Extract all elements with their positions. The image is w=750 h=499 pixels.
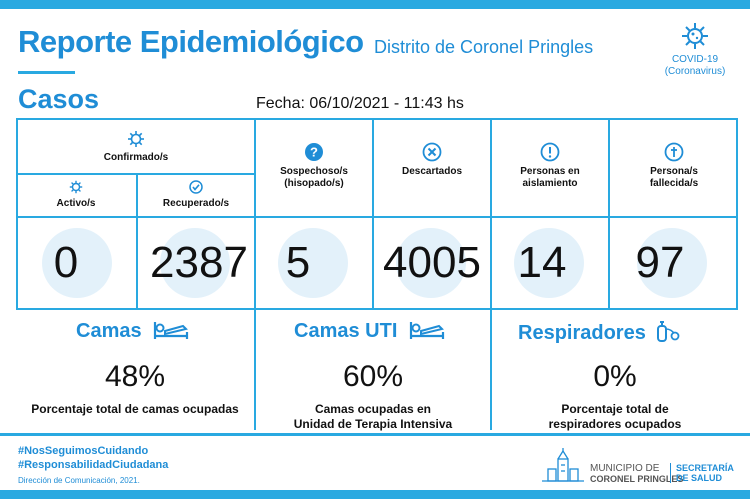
camas-uti-desc2: Unidad de Terapia Intensiva: [293, 417, 453, 431]
question-icon: ?: [305, 143, 323, 161]
grid-divider: [490, 118, 492, 310]
secretaria-line1: SECRETARÍA: [676, 463, 734, 473]
casos-title: Casos: [18, 84, 100, 114]
descartados-header: Descartados: [374, 142, 490, 178]
respiradores-desc: Porcentaje total de respiradores ocupado…: [492, 402, 738, 432]
activos-header: Activo/s: [16, 180, 136, 210]
cases-grid: [16, 118, 738, 310]
alert-icon: [540, 142, 560, 162]
recuperados-value: 2387: [150, 238, 248, 287]
cross-icon: [664, 142, 684, 162]
activos-label: Activo/s: [56, 198, 96, 209]
grid-divider: [16, 216, 738, 218]
aislamiento-value: 14: [517, 238, 567, 287]
recuperados-header: Recuperado/s: [136, 180, 256, 210]
oxygen-tank-icon: [657, 321, 680, 342]
bed-icon: [409, 322, 445, 339]
grid-divider: [608, 118, 610, 310]
title-underline: [18, 71, 75, 74]
top-accent-bar: [0, 0, 750, 9]
camas-section: Camas: [76, 319, 189, 343]
section-divider: [490, 310, 492, 430]
descartados-label: Descartados: [401, 166, 463, 177]
alert-watermark-icon: [514, 228, 584, 298]
confirmados-label: Confirmado/s: [103, 152, 169, 163]
grid-divider: [16, 173, 256, 175]
cross-watermark-icon: [637, 228, 707, 298]
aislamiento-label1: Personas en: [520, 166, 580, 177]
sospechosos-label2: (hisopado/s): [284, 178, 344, 189]
muni-line1: MUNICIPIO DE: [590, 463, 660, 474]
bottom-accent-bar: [0, 490, 750, 499]
municipality-logo-icon: [542, 448, 584, 482]
credits: Dirección de Comunicación, 2021.: [18, 476, 140, 485]
svg-text:?: ?: [310, 145, 318, 160]
activos-value: 0: [53, 238, 79, 287]
respiradores-title: Respiradores: [518, 322, 646, 344]
camas-value: 48%: [104, 360, 166, 393]
virus-icon: [682, 23, 708, 49]
footer-divider: [0, 433, 750, 436]
camas-uti-desc1: Camas ocupadas en: [314, 402, 432, 416]
sospechosos-header: ? Sospechoso/s (hisopado/s): [256, 142, 372, 190]
section-divider: [254, 310, 256, 430]
secretaria-line2: DE SALUD: [676, 473, 723, 483]
check-watermark-icon: [160, 228, 230, 298]
sospechosos-label1: Sospechoso/s: [280, 166, 348, 177]
grid-divider: [254, 118, 256, 310]
fallecidos-label1: Persona/s: [650, 166, 698, 177]
confirmados-header: Confirmado/s: [16, 130, 256, 164]
virus-icon: [69, 180, 83, 194]
fallecidos-value: 97: [635, 238, 685, 287]
camas-uti-title: Camas UTI: [294, 320, 398, 342]
virus-watermark-icon: [42, 228, 112, 298]
fallecidos-header: Persona/s fallecida/s: [610, 142, 738, 190]
camas-uti-section: Camas UTI: [294, 319, 445, 343]
virus-icon: [128, 131, 144, 147]
municipality-name: MUNICIPIO DE CORONEL PRINGLES: [590, 463, 683, 485]
camas-uti-desc: Camas ocupadas en Unidad de Terapia Inte…: [256, 402, 490, 432]
camas-title: Camas: [76, 320, 142, 342]
check-circle-icon: [189, 180, 203, 194]
fallecidos-label2: fallecida/s: [649, 178, 699, 189]
aislamiento-header: Personas en aislamiento: [492, 142, 608, 190]
aislamiento-label2: aislamiento: [522, 178, 578, 189]
muni-line2: CORONEL PRINGLES: [590, 474, 684, 484]
respiradores-section: Respiradores: [518, 319, 680, 345]
badge-line2: (Coronavirus): [664, 66, 726, 77]
grid-divider: [136, 175, 138, 310]
descartados-value: 4005: [383, 238, 481, 287]
grid-divider: [372, 118, 374, 310]
sospechosos-value: 5: [285, 238, 311, 287]
respiradores-desc1: Porcentaje total de: [561, 402, 669, 416]
covid-badge: COVID-19 (Coronavirus): [655, 22, 735, 78]
page-subtitle: Distrito de Coronel Pringles: [374, 37, 594, 57]
hashtag-1: #NosSeguimosCuidando: [18, 445, 149, 457]
camas-desc: Porcentaje total de camas ocupadas: [31, 402, 239, 416]
cross-circle-icon: [422, 142, 442, 162]
report-date: Fecha: 06/10/2021 - 11:43 hs: [256, 95, 464, 112]
camas-uti-value: 60%: [342, 360, 404, 393]
hashtag-2: #ResponsabilidadCiudadana: [18, 459, 169, 471]
page-title: Reporte Epidemiológico: [18, 24, 364, 59]
respiradores-value: 0%: [593, 360, 637, 393]
secretaria-name: SECRETARÍA DE SALUD: [670, 463, 734, 483]
respiradores-desc2: respiradores ocupados: [548, 417, 682, 431]
bed-icon: [154, 322, 189, 339]
recuperados-label: Recuperado/s: [162, 198, 230, 209]
question-watermark-icon: [278, 228, 348, 298]
badge-line1: COVID-19: [671, 54, 719, 65]
cross-watermark-icon: [396, 228, 466, 298]
